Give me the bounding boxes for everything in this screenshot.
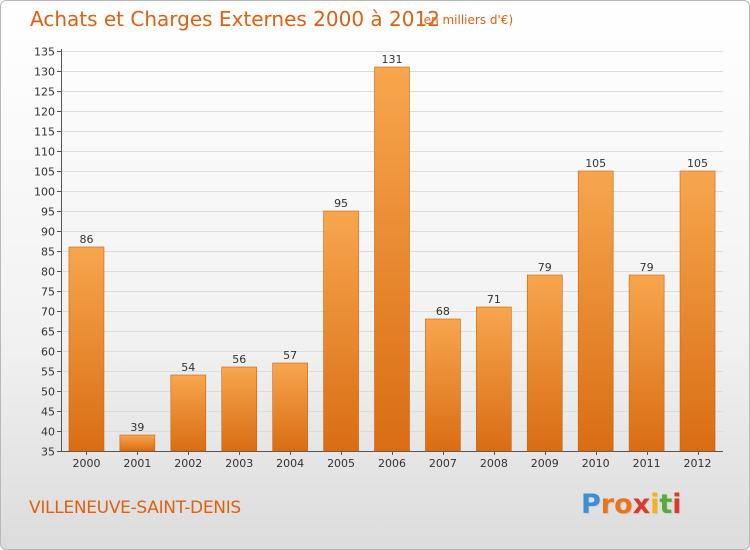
- bar-value-label: 57: [283, 349, 297, 362]
- x-tick-label: 2000: [72, 457, 100, 470]
- y-tick-label: 110: [34, 146, 55, 159]
- bar-value-label: 131: [382, 53, 403, 66]
- bar-value-label: 39: [130, 421, 144, 434]
- y-tick-label: 85: [41, 246, 55, 259]
- x-tick-label: 2006: [378, 457, 406, 470]
- bar-value-label: 68: [436, 305, 450, 318]
- bar-2009: [526, 274, 563, 452]
- y-tick-label: 50: [41, 386, 55, 399]
- proxiti-logo: Proxiti: [581, 489, 682, 520]
- bar-2005: [323, 210, 359, 452]
- logo-letter: P: [581, 489, 601, 520]
- x-tick-label: 2011: [633, 457, 661, 470]
- bar-value-label: 71: [487, 293, 501, 306]
- logo-letter: o: [614, 489, 633, 520]
- logo-letter: t: [659, 489, 673, 520]
- bars: [68, 66, 716, 452]
- y-tick-label: 105: [34, 166, 55, 179]
- x-tick-label: 2008: [480, 457, 508, 470]
- x-tick-label: 2002: [174, 457, 202, 470]
- y-tick-label: 125: [34, 86, 55, 99]
- y-tick-label: 135: [34, 46, 55, 59]
- y-tick-label: 65: [41, 326, 55, 339]
- y-tick-label: 35: [41, 446, 55, 459]
- x-tick-label: 2007: [429, 457, 457, 470]
- logo-letter: i: [672, 489, 682, 520]
- bar-2001: [119, 434, 156, 452]
- y-tick-label: 90: [41, 226, 55, 239]
- chart-subtitle: (en milliers d'€): [419, 13, 514, 27]
- bar-2007: [425, 318, 461, 452]
- y-tick-label: 75: [41, 286, 55, 299]
- y-tick-label: 70: [41, 306, 55, 319]
- city-name: VILLENEUVE-SAINT-DENIS: [29, 498, 241, 518]
- labels: 35 40 45 50 55 60 65 70 75 80 85 90 95 100 105 110 115 12…: [34, 46, 712, 471]
- bar-2006: [374, 66, 410, 452]
- bar-2008: [476, 306, 512, 452]
- x-tick-label: 2012: [684, 457, 712, 470]
- y-tick-label: 45: [41, 406, 55, 419]
- y-tick-label: 60: [41, 346, 55, 359]
- x-tick-label: 2003: [225, 457, 253, 470]
- bar-value-label: 86: [79, 233, 93, 246]
- y-tick-label: 95: [41, 206, 55, 219]
- x-tick-label: 2001: [123, 457, 151, 470]
- bar-value-label: 105: [585, 157, 606, 170]
- bar-value-label: 105: [687, 157, 708, 170]
- bar-value-label: 95: [334, 197, 348, 210]
- x-tick-label: 2009: [531, 457, 559, 470]
- y-tick-label: 80: [41, 266, 55, 279]
- x-tick-label: 2010: [582, 457, 610, 470]
- bar-2010: [577, 170, 614, 452]
- y-tick-label: 40: [41, 426, 55, 439]
- y-tick-label: 55: [41, 366, 55, 379]
- x-tick-label: 2005: [327, 457, 355, 470]
- x-tick-label: 2004: [276, 457, 304, 470]
- y-tick-label: 100: [34, 186, 55, 199]
- bar-value-label: 54: [181, 361, 195, 374]
- bar-2000: [68, 246, 105, 452]
- y-tick-label: 120: [34, 106, 55, 119]
- logo-letter: r: [600, 489, 615, 520]
- bar-2004: [272, 362, 308, 452]
- bar-2002: [170, 374, 207, 452]
- y-tick-label: 115: [34, 126, 55, 139]
- y-tick-label: 130: [34, 66, 55, 79]
- bar-2011: [628, 274, 665, 452]
- logo-letter: i: [650, 489, 660, 520]
- bar-value-label: 79: [640, 261, 654, 274]
- bar-2003: [221, 366, 258, 452]
- bar-2012: [679, 170, 716, 452]
- logo-letter: x: [632, 489, 651, 520]
- axes: [57, 49, 723, 455]
- bar-value-label: 79: [538, 261, 552, 274]
- bar-value-label: 56: [232, 353, 246, 366]
- chart-title: Achats et Charges Externes 2000 à 2012: [30, 7, 440, 31]
